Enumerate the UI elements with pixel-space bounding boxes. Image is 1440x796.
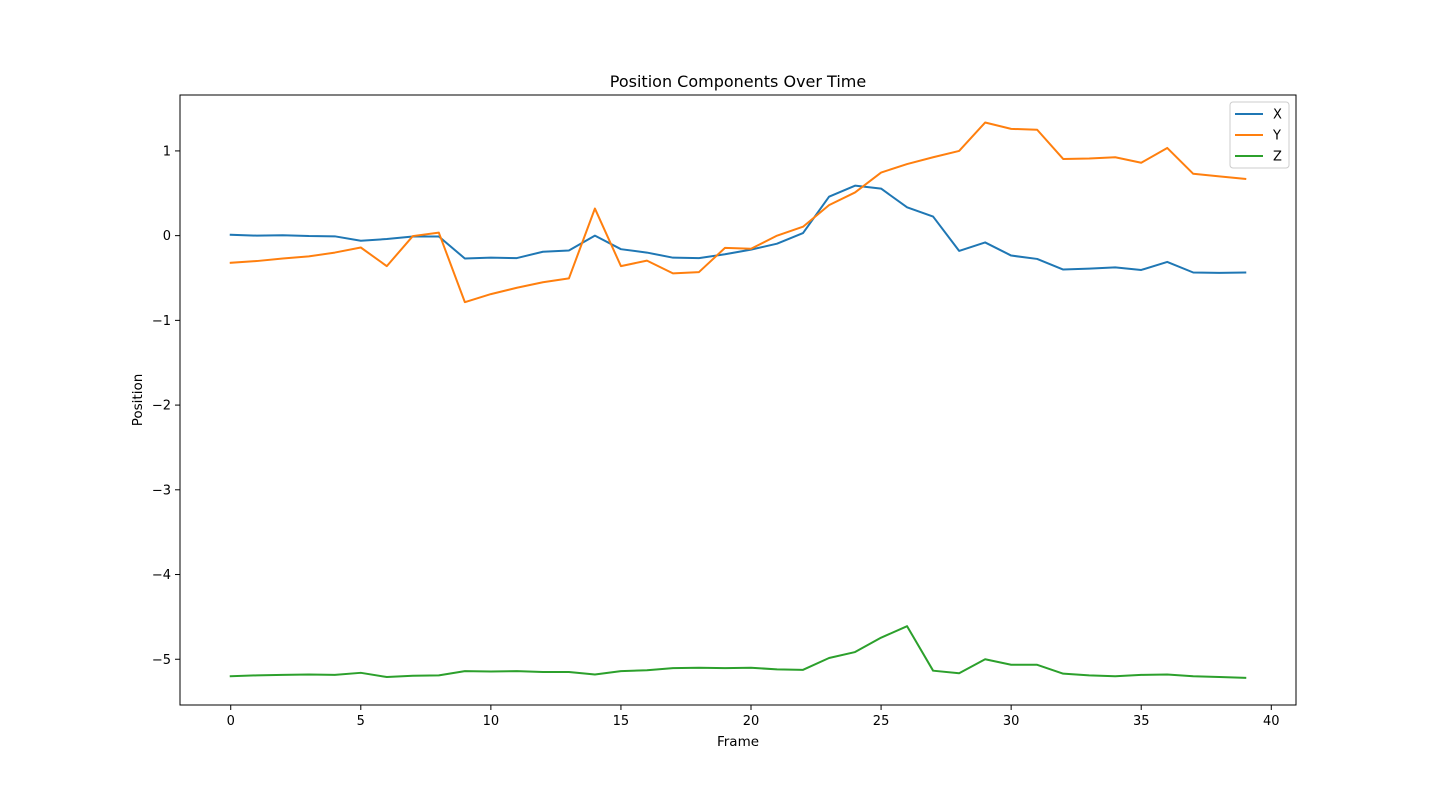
x-axis-label: Frame	[717, 734, 759, 750]
plot-frame	[179, 94, 1297, 706]
x-axis-ticks: 0 5 10 15 20 25 30 35 40	[227, 705, 1280, 729]
x-tick-label: 10	[483, 714, 500, 729]
chart-title: Position Components Over Time	[610, 72, 866, 91]
y-axis-label: Position	[130, 374, 146, 427]
x-tick-label: 0	[227, 714, 235, 729]
y-axis-ticks: −5 −4 −3 −2 −1 0 1	[152, 144, 180, 668]
x-tick-label: 20	[743, 714, 760, 729]
y-tick-label: −4	[152, 568, 171, 583]
x-tick-label: 30	[1003, 714, 1020, 729]
x-tick-label: 40	[1263, 714, 1280, 729]
series-line-y	[229, 121, 1247, 304]
plot-area	[179, 94, 1297, 706]
y-tick-label: −5	[152, 653, 171, 668]
y-tick-label: 0	[163, 229, 171, 244]
y-tick-label: −2	[152, 399, 171, 414]
series-line-x	[229, 184, 1247, 274]
legend-label-z: Z	[1273, 150, 1282, 165]
legend-label-y: Y	[1272, 129, 1281, 144]
y-tick-label: 1	[163, 144, 171, 159]
x-tick-label: 35	[1133, 714, 1150, 729]
x-tick-label: 25	[873, 714, 890, 729]
legend-label-x: X	[1273, 108, 1282, 123]
x-tick-label: 15	[613, 714, 630, 729]
legend: XYZ	[1229, 101, 1290, 169]
y-tick-label: −3	[152, 483, 171, 498]
series-line-z	[229, 625, 1247, 679]
y-tick-label: −1	[152, 314, 171, 329]
x-tick-label: 5	[357, 714, 365, 729]
